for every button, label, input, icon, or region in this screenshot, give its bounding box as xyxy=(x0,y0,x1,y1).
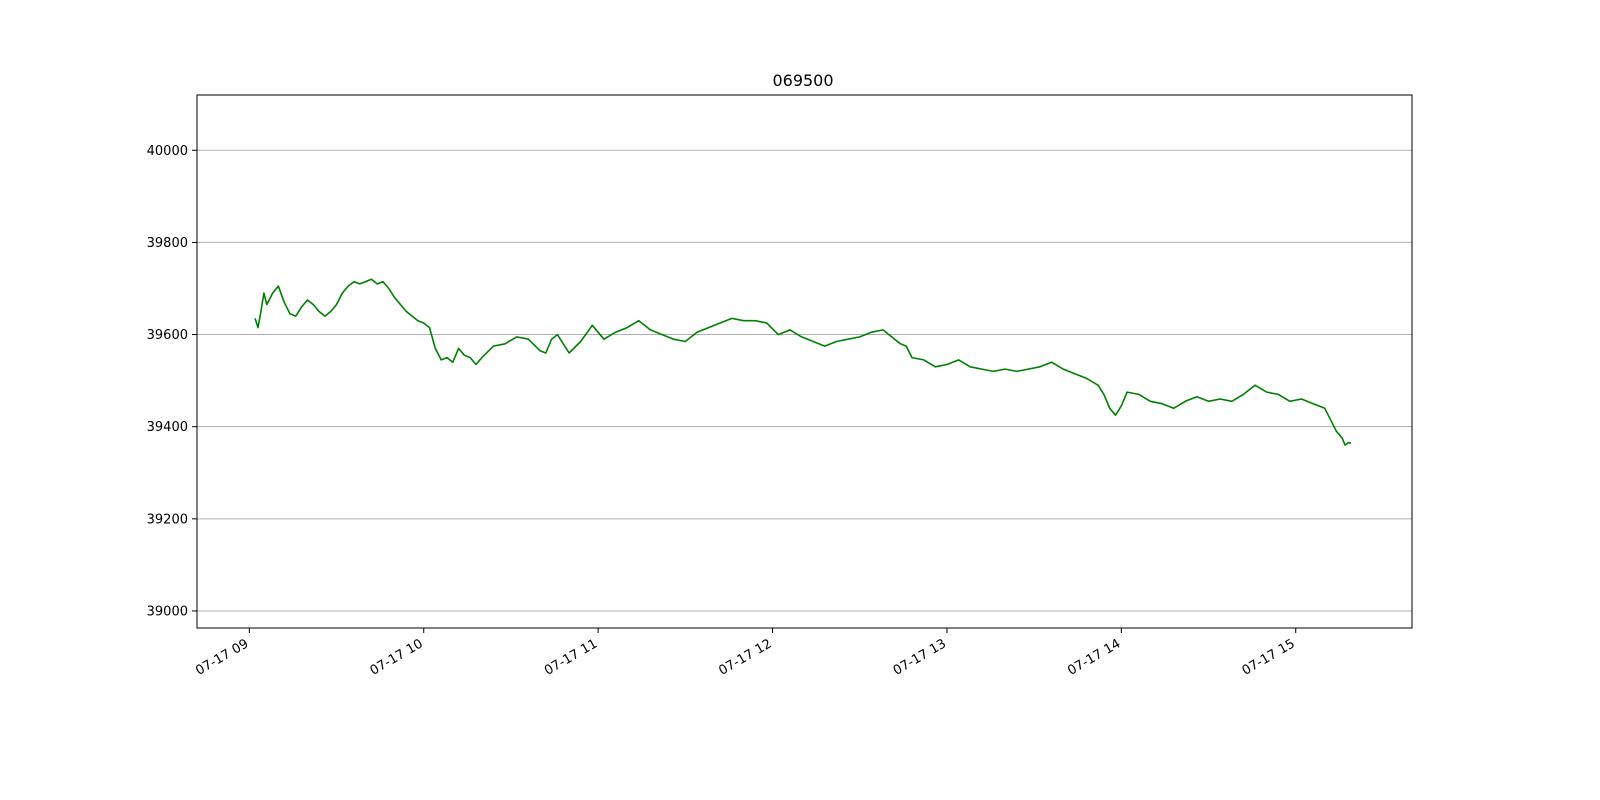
y-tick-label: 40000 xyxy=(147,144,188,159)
x-tick-label: 07-17 10 xyxy=(368,636,426,678)
y-tick-label: 39600 xyxy=(147,328,188,343)
x-tick-label: 07-17 13 xyxy=(891,636,949,678)
x-tick-label: 07-17 14 xyxy=(1065,636,1123,678)
y-axis: 39000 39200 39400 39600 39800 40000 xyxy=(147,144,197,619)
x-tick-label: 07-17 15 xyxy=(1240,636,1298,678)
y-tick-label: 39200 xyxy=(147,512,188,527)
x-axis: 07-17 09 07-17 10 07-17 11 07-17 12 07-17 13… xyxy=(193,628,1298,679)
grid-lines xyxy=(197,149,1412,612)
plot-frame xyxy=(196,94,1413,629)
x-tick-label: 07-17 09 xyxy=(193,636,251,678)
chart-title: 069500 xyxy=(772,71,833,90)
series-line xyxy=(254,278,1351,446)
x-tick-label: 07-17 11 xyxy=(542,636,600,678)
y-tick-label: 39000 xyxy=(147,604,188,619)
series-line-group xyxy=(254,278,1351,446)
x-tick-label: 07-17 12 xyxy=(716,636,774,678)
y-tick-label: 39400 xyxy=(147,420,188,435)
y-tick-label: 39800 xyxy=(147,236,188,251)
